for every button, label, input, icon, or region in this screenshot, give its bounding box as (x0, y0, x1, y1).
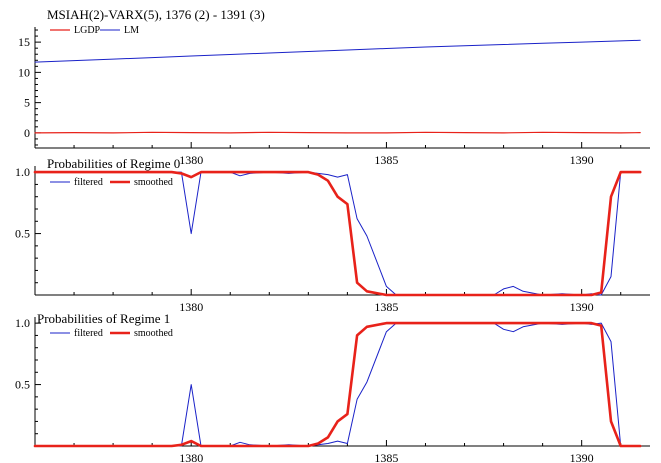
y-tick-label: 10 (18, 65, 30, 79)
x-tick-label: 1390 (570, 300, 594, 314)
legend-label-smoothed: smoothed (134, 328, 173, 339)
series-line-lm (34, 39, 641, 63)
y-tick-label: 0.5 (15, 378, 30, 392)
panel-2: 1380 1385 1390 0.5 1.0 Probabilities of Regim… (15, 311, 650, 463)
series-line-filtered (34, 171, 641, 296)
y-tick-label: 5 (24, 96, 30, 110)
x-tick-label: 1385 (374, 153, 398, 167)
legend-label-smoothed: smoothed (134, 177, 173, 188)
series-line-smoothed (33, 321, 642, 448)
series-line-filtered (34, 322, 641, 447)
x-tick-label: 1380 (179, 451, 203, 463)
x-tick-label: 1390 (570, 451, 594, 463)
y-tick-label: 1.0 (15, 316, 30, 330)
y-tick-label: 0.5 (15, 227, 30, 241)
y-tick-label: 15 (18, 35, 30, 49)
y-tick-label: 0 (24, 126, 30, 140)
x-tick-label: 1385 (374, 300, 398, 314)
series-line-lgdp (34, 131, 641, 134)
panel-title: MSIAH(2)-VARX(5), 1376 (2) - 1391 (3) (47, 7, 265, 22)
x-tick-label: 1380 (179, 300, 203, 314)
legend-label-filtered: filtered (74, 177, 103, 188)
legend: filtered smoothed (50, 328, 173, 339)
panel-title: Probabilities of Regime 0 (47, 156, 180, 171)
x-tick-label: 1380 (179, 153, 203, 167)
panel-title: Probabilities of Regime 1 (37, 311, 170, 326)
x-tick-label: 1390 (570, 153, 594, 167)
legend-label-lgdp: LGDP (74, 25, 101, 36)
series-line-smoothed (33, 170, 642, 297)
legend-label-filtered: filtered (74, 328, 103, 339)
x-tick-label: 1385 (374, 451, 398, 463)
panel-1: 1380 1385 1390 0.5 1.0 Probabilities of Regim… (15, 156, 650, 314)
legend-label-lm: LM (124, 25, 139, 36)
legend: filtered smoothed (50, 177, 173, 188)
y-tick-label: 1.0 (15, 165, 30, 179)
legend: LGDP LM (50, 25, 139, 36)
panel-0: 1380 1385 1390 0 5 10 15 MSIAH(2)-VARX(5), 1376… (18, 7, 650, 167)
